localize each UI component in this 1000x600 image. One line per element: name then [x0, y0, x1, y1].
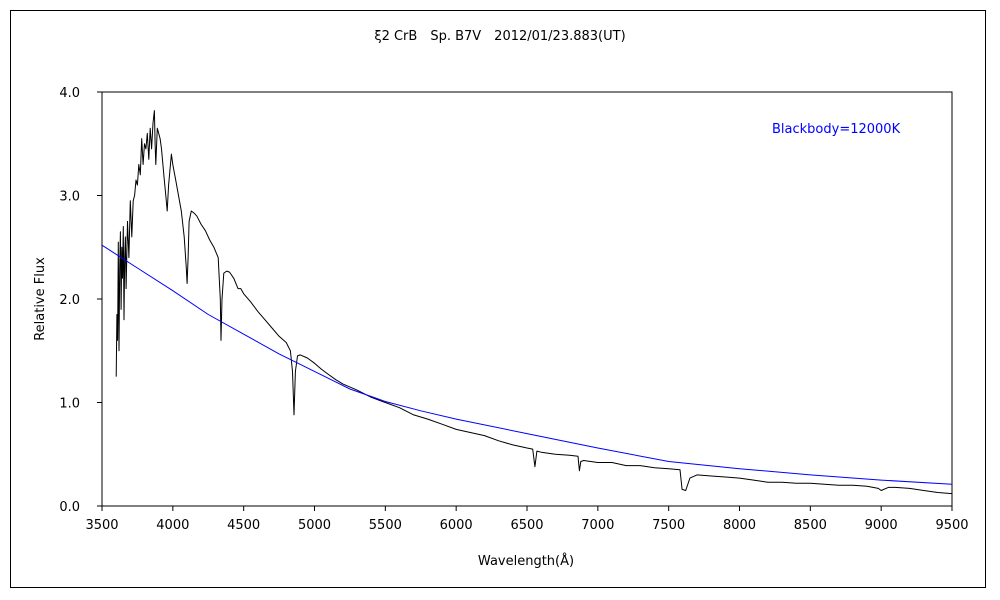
chart-frame [10, 10, 986, 588]
chart-title: ξ2 CrB Sp. B7V 2012/01/23.883(UT) [374, 29, 625, 44]
series-line-blackbody [101, 244, 953, 485]
x-tick-label: 8000 [723, 518, 756, 533]
x-axis: 3500 4000 4500 5000 5500 6000 6500 7000 7500 8000… [85, 506, 969, 533]
x-tick-label: 5000 [298, 518, 331, 533]
x-tick-label: 8500 [794, 518, 827, 533]
x-tick-label: 9000 [865, 518, 898, 533]
x-tick-label: 6500 [510, 518, 543, 533]
plot-area [101, 91, 953, 507]
x-tick-label: 7000 [581, 518, 614, 533]
y-axis: 0.0 1.0 2.0 3.0 4.0 [59, 86, 102, 515]
x-tick-label: 3500 [85, 518, 118, 533]
x-tick-label: 4500 [227, 518, 260, 533]
y-tick-label: 3.0 [59, 190, 80, 205]
x-axis-title: Wavelength(Å) [478, 553, 574, 569]
y-tick-label: 1.0 [59, 397, 80, 412]
x-tick-label: 6000 [440, 518, 473, 533]
x-tick-label: 5500 [369, 518, 402, 533]
x-tick-label: 4000 [156, 518, 189, 533]
x-tick-label: 9500 [935, 518, 968, 533]
series-line-spectrum [115, 110, 953, 495]
series-layer [101, 110, 953, 495]
x-tick-label: 7500 [652, 518, 685, 533]
legend-blackbody: Blackbody=12000K [772, 122, 901, 137]
y-tick-label: 2.0 [59, 293, 80, 308]
y-tick-label: 0.0 [59, 500, 80, 515]
y-tick-label: 4.0 [59, 86, 80, 101]
y-axis-title: Relative Flux [33, 257, 48, 341]
